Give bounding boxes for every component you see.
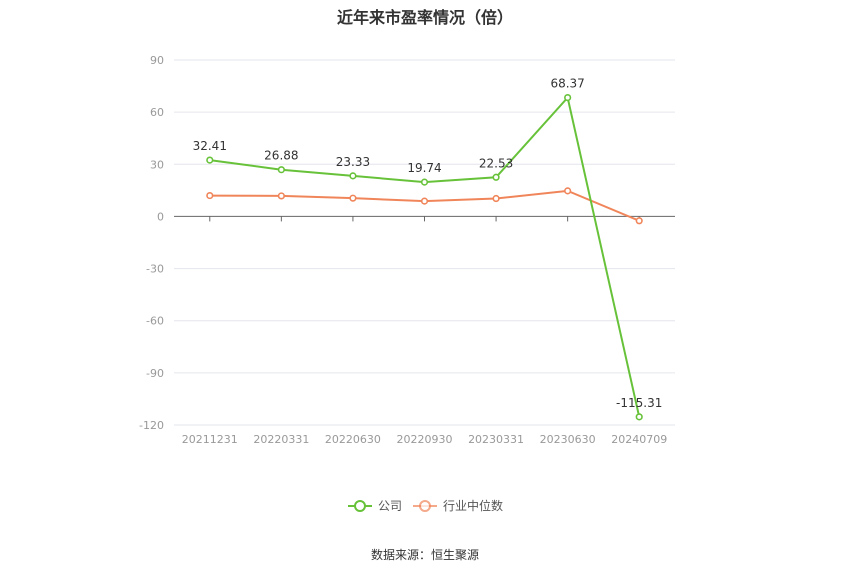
- data-point: [492, 194, 500, 203]
- x-tick-label: 20220331: [253, 433, 309, 446]
- data-point: [206, 156, 214, 164]
- data-point: [349, 194, 357, 202]
- data-point: [277, 192, 285, 200]
- data-point: [420, 178, 429, 186]
- legend-marker-industry: [419, 500, 431, 512]
- legend-label-industry: 行业中位数: [443, 498, 503, 513]
- data-label: 23.33: [336, 155, 370, 169]
- data-point: [564, 187, 572, 195]
- data-point: [635, 413, 643, 421]
- data-point: [635, 217, 643, 225]
- data-point: [492, 173, 500, 181]
- y-tick-label: -120: [139, 419, 164, 432]
- source-note: 数据来源：恒生聚源: [370, 548, 479, 562]
- data-label: 26.88: [264, 149, 298, 163]
- y-tick-label: -90: [146, 367, 164, 380]
- y-tick-label: 60: [150, 106, 164, 119]
- y-tick-label: 30: [150, 158, 164, 171]
- x-tick-label: 20240709: [611, 433, 667, 446]
- data-label: -115.31: [616, 396, 662, 410]
- data-label: 19.74: [407, 161, 441, 175]
- chart-title: 近年来市盈率情况（倍）: [336, 8, 513, 27]
- y-tick-label: -60: [146, 315, 164, 328]
- legend-marker-company: [354, 500, 366, 512]
- x-tick-label: 20211231: [182, 433, 238, 446]
- x-tick-label: 20220630: [325, 433, 381, 446]
- data-point: [420, 197, 429, 205]
- data-label: 68.37: [550, 77, 584, 91]
- data-point: [349, 172, 357, 180]
- y-tick-label: -30: [146, 263, 164, 276]
- data-point: [206, 191, 214, 200]
- data-label: 22.53: [479, 156, 513, 170]
- x-tick-label: 20230630: [540, 433, 596, 446]
- y-tick-label: 0: [157, 210, 164, 223]
- series-line-0: [209, 95, 641, 418]
- data-point: [564, 93, 572, 102]
- legend-label-company: 公司: [378, 499, 402, 513]
- data-point: [277, 166, 285, 174]
- data-label: 32.41: [193, 139, 227, 153]
- x-tick-label: 20220930: [397, 433, 453, 446]
- y-tick-label: 90: [150, 54, 164, 67]
- x-tick-label: 20230331: [468, 433, 524, 446]
